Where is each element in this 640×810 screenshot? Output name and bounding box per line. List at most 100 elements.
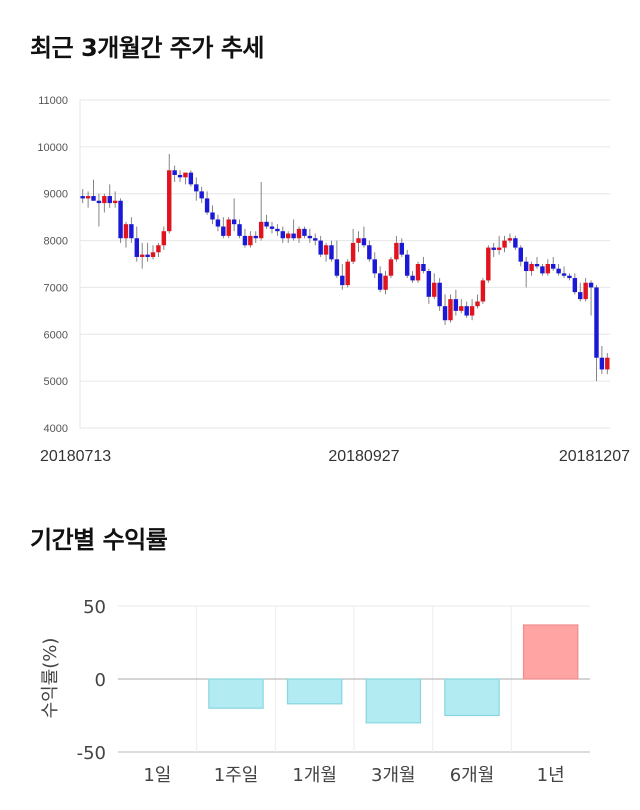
candle: [437, 278, 442, 311]
candle-body: [464, 306, 469, 316]
candle: [145, 242, 150, 262]
candle: [112, 191, 118, 208]
candle-body: [448, 299, 453, 321]
candle-body: [594, 287, 599, 358]
candle: [513, 235, 518, 250]
candle: [486, 245, 491, 283]
candle-body: [118, 200, 123, 239]
candle: [96, 193, 102, 227]
candle-body: [264, 221, 269, 227]
candle: [329, 240, 334, 262]
candle-body: [253, 235, 258, 239]
candle: [550, 256, 556, 272]
candle-body: [150, 252, 156, 257]
candle-body: [345, 261, 350, 286]
candle-body: [410, 275, 415, 281]
candle: [150, 245, 156, 260]
candle-body: [502, 240, 507, 248]
candle: [285, 231, 291, 243]
candle-body: [226, 219, 231, 236]
candle: [334, 240, 340, 279]
candle-body: [583, 282, 588, 300]
candle-body: [123, 224, 129, 239]
candle: [496, 235, 502, 255]
candle-body: [188, 172, 194, 185]
candle: [345, 259, 350, 288]
candle: [556, 264, 561, 276]
candle-body: [534, 264, 540, 267]
candle: [421, 256, 426, 274]
candle: [426, 268, 432, 304]
candle: [518, 245, 523, 267]
price-trend-title: 최근 3개월간 주가 추세: [30, 34, 265, 62]
candle: [399, 238, 405, 257]
y-tick-label: 10000: [37, 142, 68, 154]
candle: [340, 264, 345, 290]
candle-body: [372, 259, 377, 274]
candle-body: [145, 254, 150, 257]
candle-body: [426, 271, 432, 297]
candle-body: [567, 275, 572, 279]
candle: [491, 242, 496, 257]
candle: [394, 235, 399, 262]
candle-body: [329, 245, 334, 260]
candle-body: [550, 264, 556, 269]
candle: [523, 256, 529, 288]
y-tick-label: -50: [77, 743, 106, 764]
candle: [118, 198, 123, 243]
candle-body: [394, 242, 399, 260]
candlestick-chart: 4000 5000 6000 7000 8000 9000 10000 11000 20180…: [37, 95, 630, 465]
bar: [208, 678, 264, 709]
candle: [258, 182, 264, 241]
candle-body: [486, 247, 491, 281]
candle-body: [518, 247, 523, 262]
candle: [502, 235, 507, 253]
candle: [583, 278, 588, 302]
candle: [605, 353, 610, 375]
x-tick-label: 20180927: [328, 448, 399, 465]
candle: [415, 261, 421, 283]
candle: [269, 221, 275, 234]
candle-body: [334, 259, 340, 276]
bar: [444, 678, 500, 717]
candle-body: [215, 219, 221, 227]
candle: [231, 198, 237, 232]
candle: [302, 226, 307, 239]
candle-body: [280, 231, 286, 239]
x-tick-label: 1년: [537, 765, 565, 786]
candle: [161, 226, 167, 250]
candle-body: [221, 226, 226, 236]
candle-body: [588, 282, 594, 288]
bar: [286, 678, 343, 705]
candle: [453, 289, 459, 316]
candle-body: [177, 174, 183, 178]
candle-body: [96, 200, 102, 204]
candle: [215, 214, 221, 232]
candle-body: [231, 219, 237, 225]
candle: [464, 301, 469, 318]
candle: [296, 226, 302, 243]
candle-body: [469, 306, 475, 316]
candle-body: [404, 254, 410, 276]
candle-body: [248, 235, 253, 246]
candle-body: [102, 196, 107, 204]
candle-body: [258, 221, 264, 239]
candle: [529, 261, 534, 276]
candle-body: [107, 196, 112, 204]
x-tick-label: 1주일: [214, 765, 259, 786]
candle: [350, 228, 356, 264]
candle: [313, 233, 318, 246]
candle: [404, 249, 410, 279]
candle-body: [453, 299, 459, 311]
candle-body: [112, 200, 118, 204]
candle: [367, 240, 372, 262]
candle: [204, 191, 210, 215]
candle: [167, 153, 172, 234]
candle: [194, 177, 199, 201]
candle: [469, 299, 475, 321]
candle: [361, 226, 367, 248]
candle-body: [340, 275, 345, 286]
candle-body: [242, 235, 248, 246]
y-tick-label: 11000: [38, 95, 68, 107]
candle: [172, 165, 177, 182]
